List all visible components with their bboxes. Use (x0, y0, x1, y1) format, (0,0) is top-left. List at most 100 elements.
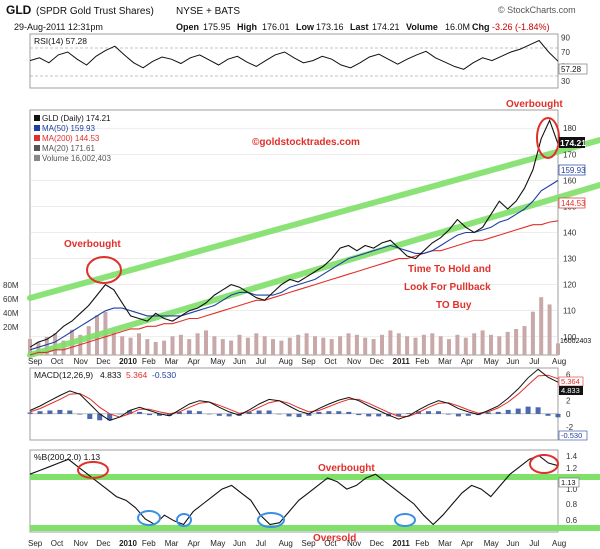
channel-lower-line (27, 182, 600, 358)
volume-bar (229, 340, 234, 355)
price-x-tick-label: May (210, 357, 225, 366)
volume-bar (220, 339, 225, 355)
price-x-tick-label: Sep (301, 357, 316, 366)
macd-histogram-bar (107, 413, 113, 421)
volume-bar (405, 336, 410, 355)
legend-volume: Volume 16,002,403 (42, 154, 111, 163)
volume-bar (388, 330, 393, 355)
price-legend: GLD (Daily) 174.21 MA(50) 159.93 MA(200)… (34, 114, 111, 163)
percentb-x-tick-label: Apr (188, 539, 201, 548)
percentb-x-tick-label: Aug (279, 539, 293, 548)
volume-bar (371, 339, 376, 355)
macd-histogram-bar (77, 413, 83, 415)
volume-bar (287, 337, 292, 355)
volume-bar (162, 340, 167, 355)
annotation-overbought-left: Overbought (64, 239, 121, 250)
percentb-title: %B(200,2.0) 1.13 (34, 452, 100, 462)
volume-bar (296, 334, 301, 355)
volume-bar (279, 340, 284, 355)
macd-histogram-bar (167, 413, 172, 416)
price-badge-ma50: 159.93 (561, 166, 586, 175)
macd-line (29, 368, 559, 421)
percentb-x-tick-label: Dec (96, 539, 110, 548)
macd-histogram-bar (37, 411, 43, 414)
rsi-title: RSI(14) 57.28 (34, 36, 87, 46)
volume-bar (254, 333, 259, 355)
macd-histogram-bar (505, 409, 511, 414)
volume-bar (262, 336, 267, 355)
macd-histogram-bar (396, 413, 402, 417)
percentb-oversold-circle-1 (137, 510, 161, 526)
macd-histogram-bar (286, 413, 292, 417)
volume-bar (329, 339, 334, 355)
macd-histogram-bar (465, 413, 471, 416)
volume-bar (514, 329, 519, 355)
percentb-badge: 1.13 (561, 478, 576, 487)
percentb-y-tick-label: 1.0 (566, 485, 578, 494)
price-x-tick-label: Jun (506, 357, 519, 366)
percentb-overbought-circle-right (529, 454, 559, 474)
price-x-ticks: Sep Oct Nov Dec 2010 Feb Mar Apr May Jun Jul Aug Sep… (28, 357, 566, 366)
volume-bar (472, 333, 477, 355)
volume-bar (430, 333, 435, 355)
price-y-tick-label: 100 (563, 333, 577, 342)
volume-bar (145, 339, 150, 355)
macd-badge-2-box (559, 386, 583, 395)
macd-title-label: MACD(12,26,9) (34, 370, 93, 380)
legend-ma200-swatch (34, 135, 40, 141)
last-value: 174.21 (372, 22, 400, 32)
overbought-circle-left (86, 256, 122, 284)
price-x-tick-label: 2010 (119, 357, 137, 366)
price-x-tick-label: Feb (415, 357, 429, 366)
macd-badge-3-box (558, 430, 588, 441)
volume-y-ticks: 80M 60M 40M 20M (3, 281, 19, 332)
volume-bar (346, 333, 351, 355)
percentb-y-tick-label: 1.4 (566, 452, 578, 461)
volume-bar (111, 331, 116, 355)
macd-frame (29, 367, 559, 441)
price-grid (30, 127, 558, 338)
macd-title-v1: 4.833 (100, 370, 122, 380)
annotation-watermark: ©goldstocktrades.com (252, 137, 360, 148)
percentb-x-tick-label: Mar (438, 539, 452, 548)
annotation-hold-line1: Time To Hold and (408, 264, 491, 275)
volume-bar (237, 334, 242, 355)
volume-y-tick-label: 80M (3, 281, 19, 290)
open-value: 175.95 (203, 22, 231, 32)
macd-histogram-bar (525, 406, 531, 414)
high-label: High (237, 22, 257, 32)
volume-bar (447, 339, 451, 355)
price-badge-ma200-box (558, 197, 586, 209)
percentb-oversold-circle-4 (394, 513, 416, 527)
price-y-ticks: 180170160150140130120110100 (563, 124, 577, 342)
ma200-series-line (29, 220, 559, 356)
chg-label: Chg (472, 22, 490, 32)
price-y-tick-label: 170 (563, 150, 577, 159)
percentb-x-tick-label: Sep (301, 539, 316, 548)
legend-ma200: MA(200) 144.53 (42, 134, 100, 143)
volume-bar (489, 334, 493, 355)
macd-histogram-bar (27, 412, 33, 414)
macd-histogram-bar (97, 413, 103, 421)
volume-bar (170, 336, 175, 355)
macd-histogram-bar (306, 413, 312, 416)
macd-histogram-bar (266, 410, 272, 414)
macd-histogram-bar (545, 413, 551, 416)
volume-bar (187, 339, 192, 355)
macd-histogram-bar (535, 407, 541, 414)
volume-bar (313, 336, 317, 355)
percentb-y-ticks: 1.4 1.2 1.0 0.8 0.6 (566, 452, 578, 525)
gld-price-line (29, 118, 559, 348)
rsi-value-badge-box (558, 63, 588, 75)
percentb-x-tick-label: Jul (529, 539, 539, 548)
macd-histogram-bar (87, 413, 93, 419)
macd-badge-3: -0.530 (561, 431, 582, 440)
volume-bar (396, 333, 401, 355)
symbol: GLD (6, 3, 32, 17)
volume-bar (547, 304, 552, 355)
macd-histogram-bar (485, 412, 491, 414)
volume-bar (137, 333, 141, 355)
macd-histogram-bar (406, 413, 412, 414)
macd-histogram-bar (117, 413, 123, 415)
